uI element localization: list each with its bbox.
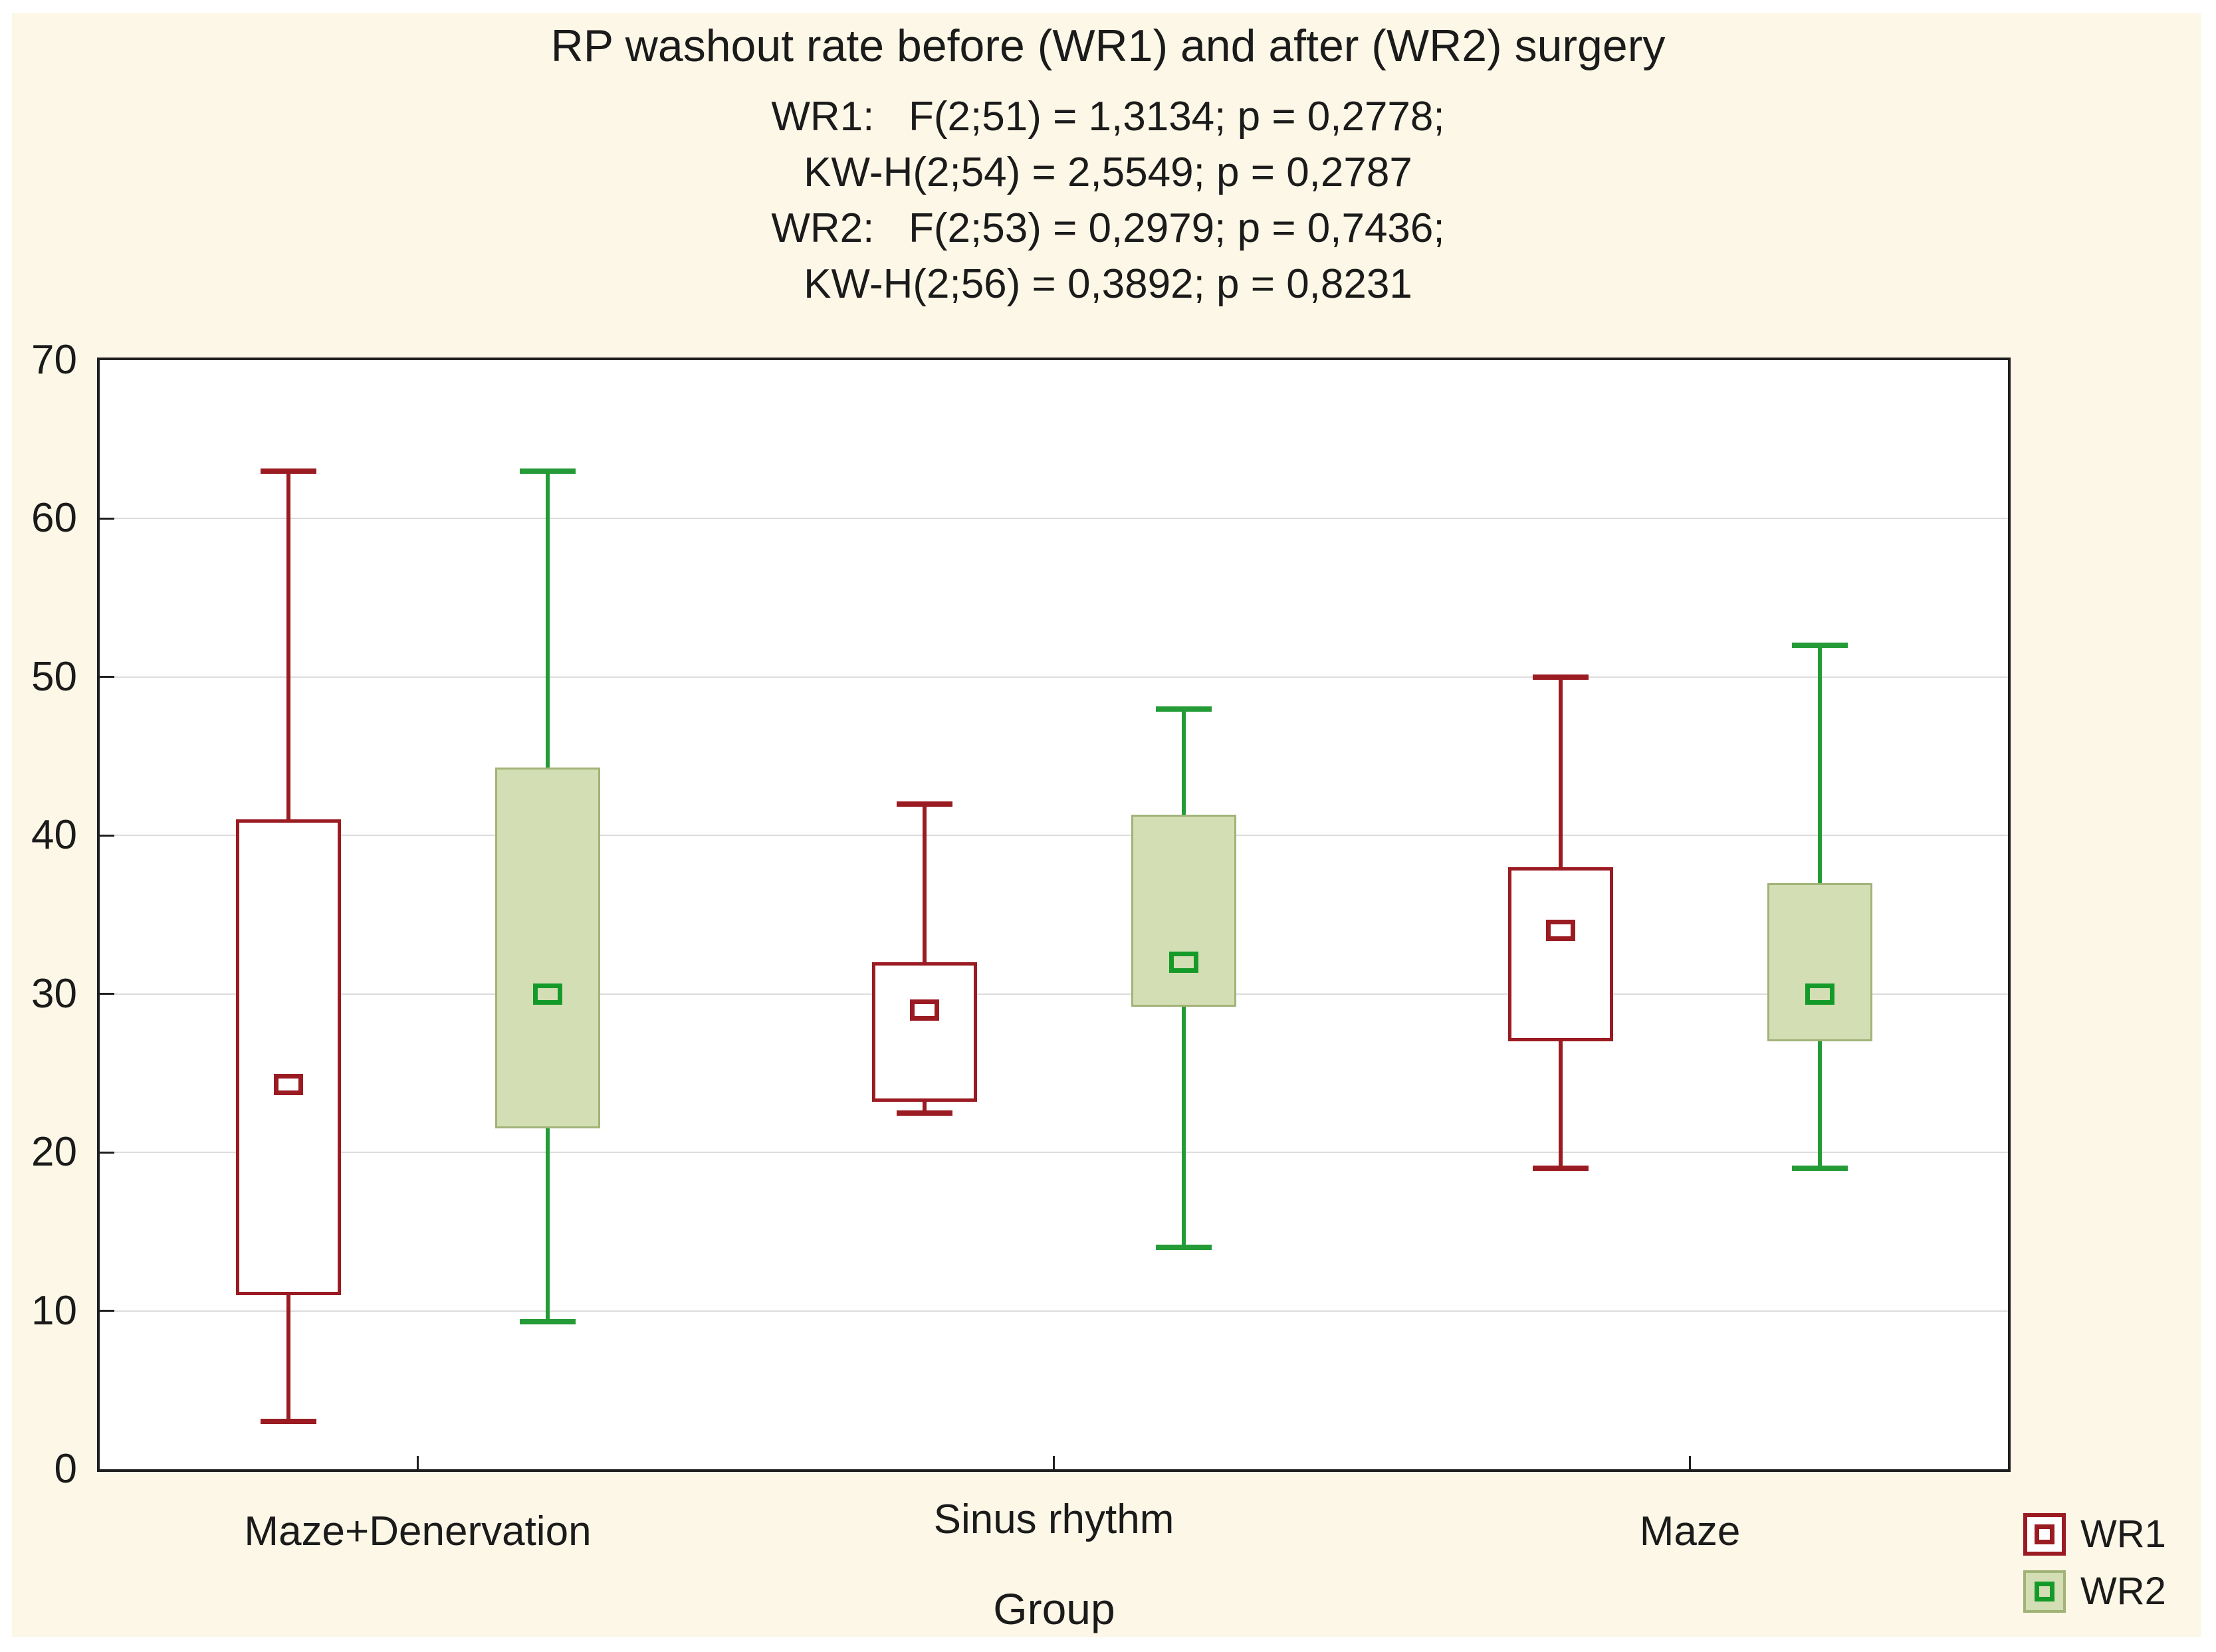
y-axis-label-20: 20 [31,1129,77,1176]
y-axis-label-70: 70 [31,337,77,383]
x-tick-sinus-rhythm [1053,1456,1055,1472]
stats-line-wr2-anova: WR2: F(2;53) = 0,2979; p = 0,7436; [771,205,1445,251]
stats-line-wr1-kwh: KW-H(2;54) = 2,5549; p = 0,2787 [804,150,1412,195]
box-wr1-sinus-rhythm [871,962,977,1102]
box-wr2-maze-denervation [495,767,600,1129]
mean-marker-wr2-maze-denervation [532,983,562,1005]
x-axis-label-maze: Maze [1639,1508,1741,1554]
y-tick-40 [100,834,114,837]
x-axis-label-maze-denervation: Maze+Denervation [244,1508,592,1554]
stats-line-wr1-anova: WR1: F(2;51) = 1,3134; p = 0,2778; [771,94,1445,140]
gridline-10 [100,1310,2008,1312]
mean-marker-wr2-sinus-rhythm [1168,952,1198,974]
whisker-cap-min-wr2-maze [1791,1165,1848,1171]
stats-line-wr2-kwh: KW-H(2;56) = 0,3892; p = 0,8231 [804,261,1412,307]
x-tick-maze-denervation [417,1456,419,1472]
y-tick-60 [100,517,114,520]
legend-row-wr1: WR1 [2023,1506,2166,1563]
whisker-cap-min-wr2-maze-denervation [519,1319,576,1325]
plot-area [97,358,2011,1472]
y-axis-label-10: 10 [31,1287,77,1334]
y-axis-label-60: 60 [31,495,77,542]
gridline-30 [100,993,2008,995]
whisker-cap-min-wr1-sinus-rhythm [896,1110,952,1116]
legend-label-wr1: WR1 [2080,1512,2166,1556]
legend-row-wr2: WR2 [2023,1563,2166,1620]
x-tick-maze [1689,1456,1691,1472]
x-axis-title: Group [993,1584,1115,1633]
box-wr1-maze-denervation [235,819,341,1295]
box-wr2-sinus-rhythm [1131,815,1236,1007]
legend-marker-inner-wr1-icon [2035,1524,2054,1544]
y-tick-10 [100,1310,114,1312]
whisker-cap-min-wr1-maze [1532,1165,1589,1171]
y-tick-30 [100,993,114,995]
legend: WR1 WR2 [2023,1506,2166,1620]
gridline-20 [100,1152,2008,1154]
legend-label-wr2: WR2 [2080,1570,2166,1613]
whisker-cap-max-wr2-sinus-rhythm [1155,706,1212,712]
gridline-50 [100,676,2008,678]
legend-marker-wr1-icon [2023,1513,2066,1556]
y-axis-label-0: 0 [54,1446,77,1492]
whisker-cap-max-wr1-maze [1532,674,1589,680]
box-wr2-maze [1767,882,1872,1042]
y-axis-label-40: 40 [31,812,77,859]
gridline-60 [100,518,2008,520]
stats-block: WR1: F(2;51) = 1,3134; p = 0,2778; KW-H(… [0,89,2216,312]
legend-marker-inner-wr2-icon [2035,1582,2054,1601]
legend-marker-wr2-icon [2023,1570,2066,1613]
y-tick-20 [100,1151,114,1154]
mean-marker-wr1-sinus-rhythm [909,999,939,1021]
y-tick-50 [100,676,114,678]
whisker-wr1-sinus-rhythm [922,803,927,1113]
mean-marker-wr1-maze [1545,920,1575,942]
whisker-cap-max-wr2-maze [1791,643,1848,649]
mean-marker-wr2-maze [1805,983,1834,1005]
whisker-cap-min-wr1-maze-denervation [260,1419,316,1425]
box-wr1-maze [1507,867,1613,1042]
chart-title: RP washout rate before (WR1) and after (… [550,21,1666,71]
y-axis-label-50: 50 [31,653,77,700]
x-axis-label-sinus-rhythm: Sinus rhythm [933,1497,1174,1542]
whisker-cap-max-wr1-maze-denervation [260,468,316,474]
y-axis-label-30: 30 [31,970,77,1017]
whisker-cap-min-wr2-sinus-rhythm [1155,1245,1212,1251]
whisker-cap-max-wr2-maze-denervation [519,468,576,474]
gridline-40 [100,835,2008,837]
whisker-cap-max-wr1-sinus-rhythm [896,801,952,807]
mean-marker-wr1-maze-denervation [273,1073,303,1095]
